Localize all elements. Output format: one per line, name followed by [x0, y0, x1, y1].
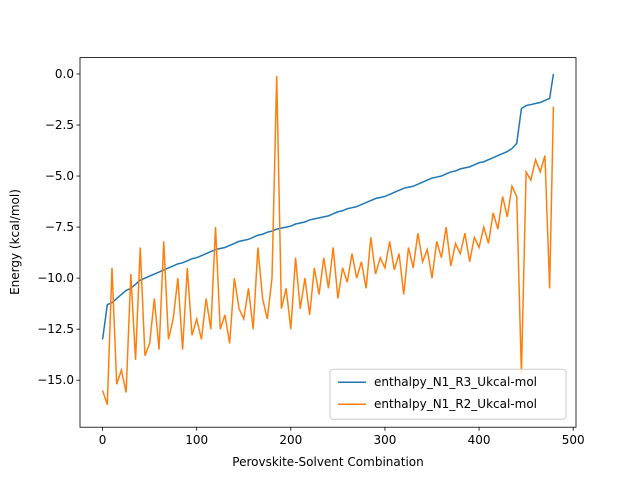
y-tick-label: −10.0: [37, 271, 74, 285]
series-line: [101, 75, 555, 405]
x-tick-label: 400: [468, 433, 491, 447]
plot-frame: [79, 57, 577, 428]
x-tick-label: 500: [562, 433, 585, 447]
legend-box: [329, 368, 567, 420]
series-line: [101, 73, 555, 340]
x-tick-label: 200: [279, 433, 302, 447]
x-tick-label: 300: [373, 433, 396, 447]
legend-label: enthalpy_N1_R3_Ukcal-mol: [374, 375, 537, 389]
y-tick-label: −15.0: [37, 373, 74, 387]
y-tick-label: 0.0: [55, 67, 74, 81]
y-tick-label: −7.5: [45, 220, 74, 234]
x-tick-label: 0: [99, 433, 107, 447]
x-axis-label: Perovskite-Solvent Combination: [232, 455, 423, 469]
x-tick-label: 100: [185, 433, 208, 447]
y-tick-label: −5.0: [45, 169, 74, 183]
y-tick-label: −12.5: [37, 322, 74, 336]
y-axis-label: Energy (kcal/mol): [8, 189, 22, 295]
y-tick-label: −2.5: [45, 118, 74, 132]
legend-label: enthalpy_N1_R2_Ukcal-mol: [374, 397, 537, 411]
